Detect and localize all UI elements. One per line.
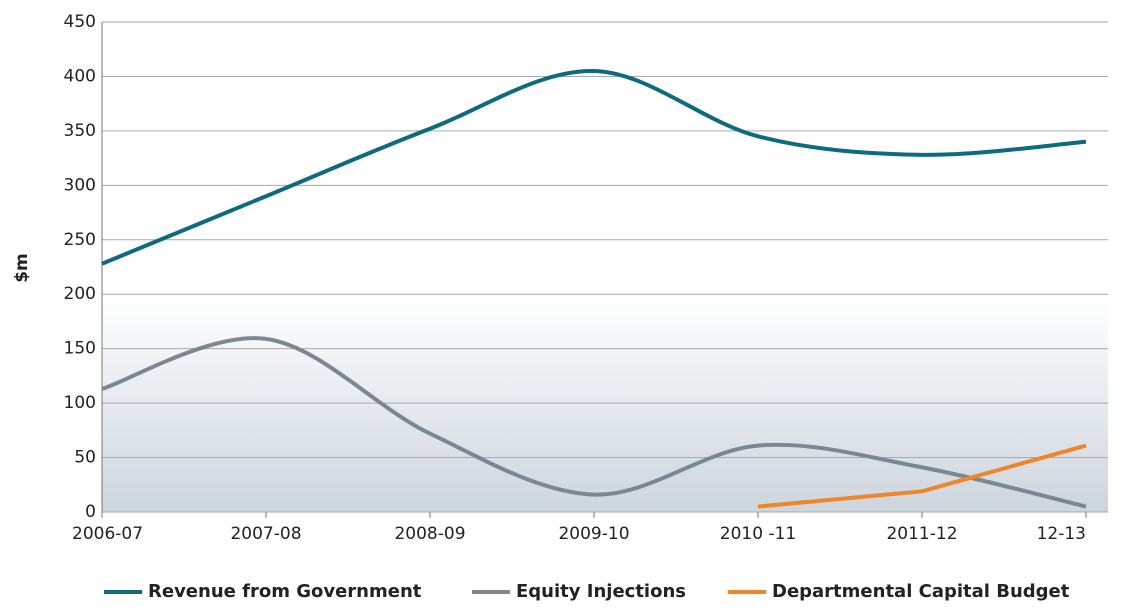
y-tick-label: 200 (64, 284, 96, 304)
y-tick-label: 400 (64, 66, 96, 86)
y-tick-label: 150 (64, 339, 96, 359)
y-axis-label: $m (12, 253, 32, 283)
y-tick-label: 350 (64, 121, 96, 141)
series-line (101, 68, 1087, 266)
x-tick-label: 2007-08 (230, 524, 301, 544)
x-tick-label: 2009-10 (558, 524, 629, 544)
y-tick-label: 300 (64, 175, 96, 195)
y-tick-label: 450 (64, 12, 96, 32)
legend-label: Revenue from Government (148, 581, 422, 602)
x-tick-label: 2008-09 (394, 524, 465, 544)
x-tick-label: 2006-07 (72, 524, 143, 544)
series-line (757, 443, 1087, 509)
legend-label: Departmental Capital Budget (772, 581, 1070, 602)
series-line (101, 336, 1087, 509)
x-tick-label: 12-13 (1037, 524, 1086, 544)
y-tick-label: 100 (64, 393, 96, 413)
y-tick-label: 50 (74, 448, 96, 468)
x-tick-label: 2011-12 (886, 524, 957, 544)
x-tick-label: 2010 -11 (720, 524, 796, 544)
y-tick-label: 0 (85, 502, 96, 522)
legend-label: Equity Injections (516, 581, 686, 602)
y-tick-label: 250 (64, 230, 96, 250)
